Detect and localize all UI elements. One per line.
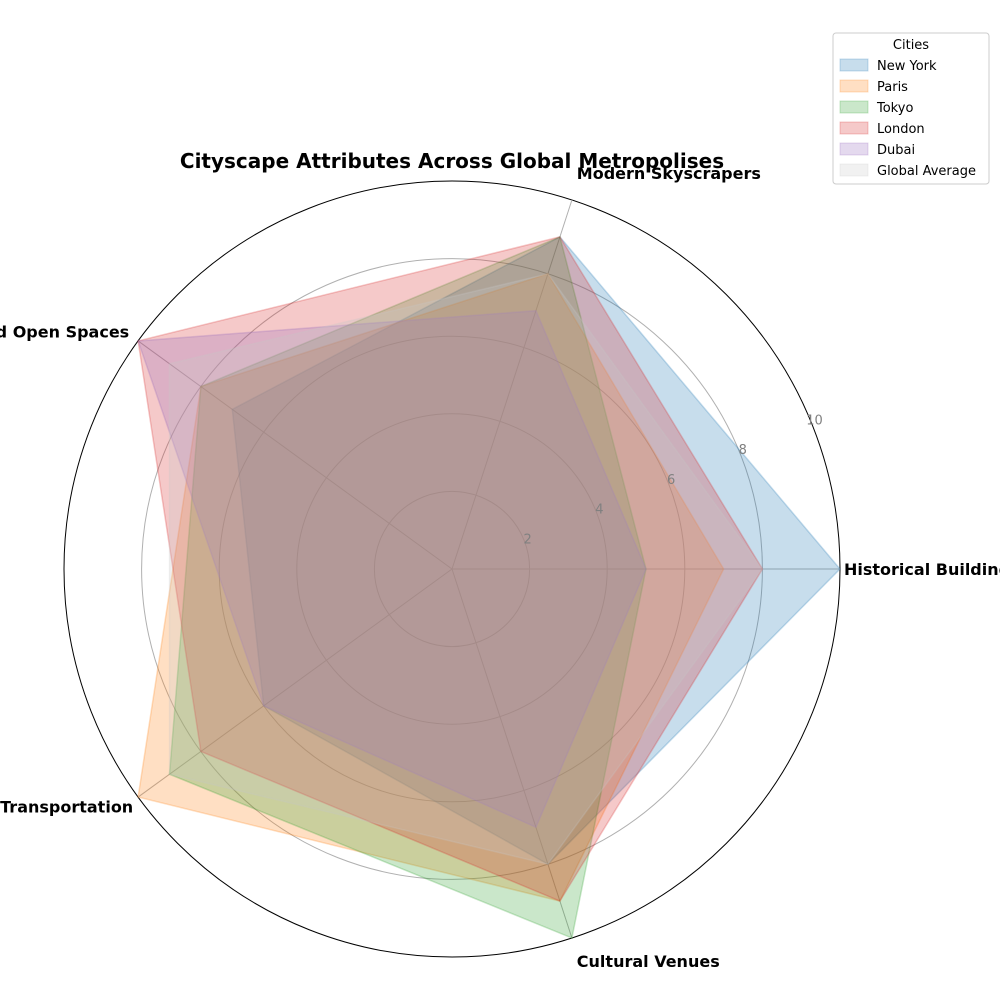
radial-tick-label: 2 <box>524 532 532 547</box>
series-area-dubai <box>137 309 647 829</box>
radial-tick-label: 8 <box>739 443 747 458</box>
radial-tick-labels: 2 4 6 8 10 <box>524 414 823 548</box>
axis-label-historical-buildings: Historical Buildings <box>844 560 1000 579</box>
grid-spoke <box>137 340 453 570</box>
legend-label: Dubai <box>877 143 915 158</box>
radial-tick-label: 4 <box>595 503 603 518</box>
grid-spoke <box>137 568 453 798</box>
axis-label-parks-and-open-spaces: Parks and Open Spaces <box>0 323 129 342</box>
legend-items: New York Paris Tokyo London Dubai Global Aver… <box>839 58 976 179</box>
radial-tick-label: 10 <box>806 414 823 429</box>
series-area-new-york <box>231 235 842 866</box>
axis-label-cultural-venues: Cultural Venues <box>577 952 720 971</box>
grid-spoke <box>451 199 573 570</box>
radial-tick-label: 6 <box>667 473 675 488</box>
legend-label: London <box>877 122 925 137</box>
axis-labels: Historical Buildings Modern Skyscrapers Pa… <box>0 164 1000 971</box>
legend-swatch <box>839 79 869 93</box>
series-area-tokyo <box>168 235 647 940</box>
legend-label: Tokyo <box>876 101 913 116</box>
axis-label-public-transportation: Public Transportation <box>0 798 133 817</box>
legend-label: New York <box>877 59 937 74</box>
series-area-global-average <box>168 272 764 866</box>
radar-grid <box>63 180 841 958</box>
legend-label: Paris <box>877 80 908 95</box>
legend-swatch <box>839 100 869 114</box>
legend-label: Global Average <box>877 164 976 179</box>
legend: Cities New York Paris Tokyo London Dubai Glob… <box>832 32 990 185</box>
legend-swatch <box>839 121 869 135</box>
series-layer <box>137 235 842 940</box>
series-area-london <box>137 236 764 903</box>
legend-swatch <box>839 163 869 177</box>
axis-label-modern-skyscrapers: Modern Skyscrapers <box>577 164 761 183</box>
series-area-paris <box>137 272 725 902</box>
legend-title: Cities <box>893 38 929 53</box>
legend-frame <box>832 32 990 185</box>
legend-swatch <box>839 142 869 156</box>
chart-title: Cityscape Attributes Across Global Metro… <box>180 149 724 173</box>
legend-swatch <box>839 58 869 72</box>
grid-spoke <box>451 568 573 939</box>
